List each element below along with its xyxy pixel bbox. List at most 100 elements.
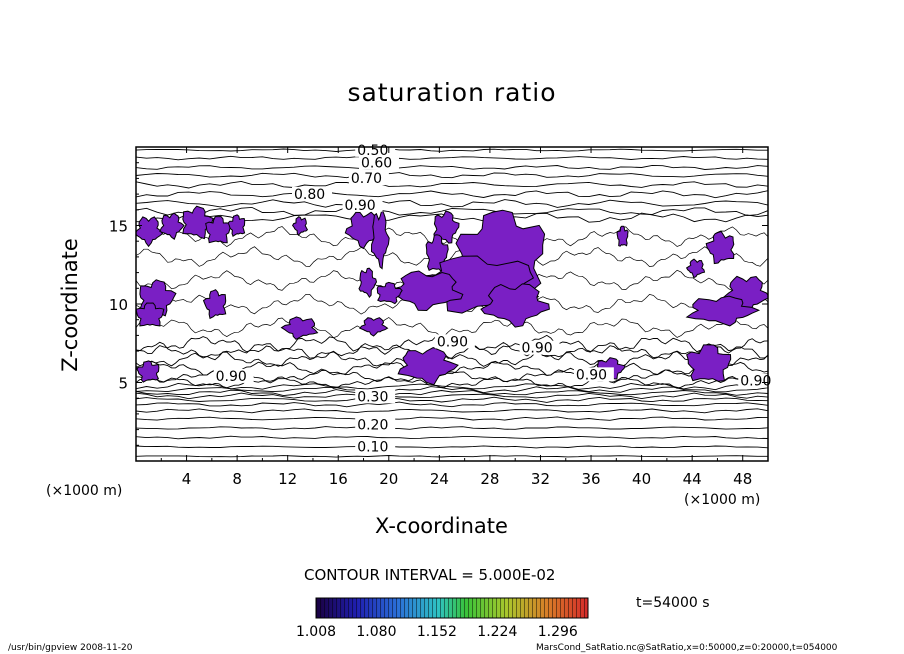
contour-line bbox=[136, 351, 768, 367]
colorbar-tick-label: 1.080 bbox=[356, 624, 396, 640]
supersaturated-region bbox=[616, 225, 629, 247]
contour-line bbox=[136, 180, 768, 189]
colorbar: 1.008 1.080 1.152 1.224 1.296 bbox=[296, 597, 589, 640]
contour-line bbox=[136, 190, 768, 199]
x-tick-label: 12 bbox=[278, 470, 297, 488]
contour-line bbox=[136, 445, 768, 449]
y-axis-unit: (×1000 m) bbox=[684, 492, 761, 508]
contour-label: 0.90 bbox=[522, 341, 553, 357]
contour-label-backdrop bbox=[213, 368, 254, 383]
contour-label-backdrop bbox=[342, 197, 383, 212]
contour-label-backdrop bbox=[519, 340, 560, 355]
supersaturated-region bbox=[227, 214, 246, 237]
contour-label-backdrop bbox=[348, 171, 389, 186]
supersaturated-region bbox=[358, 317, 389, 337]
contour-line bbox=[136, 386, 768, 394]
supersaturated-region bbox=[202, 289, 227, 320]
contour-line bbox=[136, 172, 768, 179]
footer-command: /usr/bin/gpview 2008-11-20 bbox=[8, 643, 133, 653]
contour-label: 0.90 bbox=[437, 334, 468, 350]
y-tick-label: 15 bbox=[109, 218, 128, 236]
contour-line bbox=[136, 199, 768, 208]
y-axis: 5 10 15 bbox=[109, 162, 768, 446]
x-tick-label: 40 bbox=[632, 470, 651, 488]
contour-line bbox=[136, 341, 768, 361]
contour-line bbox=[136, 316, 768, 339]
contour-line bbox=[136, 206, 768, 217]
y-axis-label: Z-coordinate bbox=[58, 238, 82, 372]
contour-label-backdrop bbox=[355, 417, 396, 432]
supersaturated-region bbox=[370, 208, 390, 270]
supersaturated-region bbox=[136, 360, 160, 383]
contour-line bbox=[136, 408, 768, 414]
contour-line bbox=[136, 392, 768, 400]
contour-line bbox=[136, 155, 768, 161]
x-tick-label: 16 bbox=[329, 470, 348, 488]
contour-label: 0.60 bbox=[361, 155, 392, 171]
y-tick-label: 10 bbox=[109, 296, 128, 314]
contour-label: 0.90 bbox=[576, 367, 607, 383]
contour-label-backdrop bbox=[292, 186, 332, 201]
contour-label-backdrop bbox=[573, 367, 614, 382]
supersaturated-region bbox=[136, 302, 165, 327]
contour-label: 0.90 bbox=[740, 374, 771, 390]
x-tick-label: 20 bbox=[379, 470, 398, 488]
contour-line bbox=[136, 396, 768, 403]
x-tick-label: 48 bbox=[733, 470, 752, 488]
chart-title: saturation ratio bbox=[347, 78, 557, 107]
contour-label: 0.80 bbox=[294, 187, 325, 203]
supersaturated-region bbox=[182, 205, 214, 240]
x-tick-label: 28 bbox=[480, 470, 499, 488]
colorbar-tick-label: 1.296 bbox=[538, 624, 578, 640]
supersaturated-region bbox=[376, 281, 403, 305]
supersaturated-region bbox=[686, 344, 732, 382]
contour-line bbox=[136, 426, 768, 430]
contour-line bbox=[136, 148, 768, 152]
x-axis-label: X-coordinate bbox=[375, 514, 508, 538]
colorbar-stripes bbox=[316, 598, 588, 618]
supersaturated-region bbox=[480, 283, 550, 328]
supersaturated-region bbox=[291, 216, 309, 237]
colorbar-frame bbox=[315, 597, 589, 619]
contour-label-backdrop bbox=[434, 334, 475, 349]
x-tick-label: 4 bbox=[182, 470, 192, 488]
contour-line bbox=[136, 455, 768, 458]
footer-source: MarsCond_SatRatio.nc@SatRatio,x=0:50000,… bbox=[536, 643, 838, 653]
colorbar-ticks: 1.008 1.080 1.152 1.224 1.296 bbox=[296, 624, 578, 640]
x-tick-label: 32 bbox=[531, 470, 550, 488]
supersaturated-region bbox=[685, 295, 761, 327]
supersaturated-region bbox=[205, 215, 232, 244]
contour-label: 0.90 bbox=[345, 198, 376, 214]
contour-line bbox=[136, 416, 768, 421]
contour-label: 0.10 bbox=[357, 440, 388, 456]
contour-label: 0.20 bbox=[357, 418, 388, 434]
contour-label: 0.30 bbox=[357, 389, 388, 405]
supersaturated-region bbox=[358, 267, 378, 299]
supersaturated-region bbox=[705, 230, 735, 265]
contour-label: 0.70 bbox=[351, 171, 382, 187]
contour-line bbox=[136, 382, 768, 391]
contour-lines bbox=[136, 148, 768, 458]
colorbar-tick-label: 1.224 bbox=[477, 624, 517, 640]
colorbar-tick-label: 1.008 bbox=[296, 624, 336, 640]
contour-line bbox=[136, 389, 768, 397]
contour-label-backdrop bbox=[358, 155, 399, 170]
time-label: t=54000 s bbox=[636, 595, 710, 611]
supersaturated-region bbox=[433, 210, 460, 244]
contour-line bbox=[136, 401, 768, 408]
contour-label: 0.90 bbox=[216, 369, 247, 385]
supersaturated-region bbox=[685, 258, 706, 279]
x-axis: 4 8 12 16 20 24 28 32 36 40 44 48 bbox=[160, 147, 752, 488]
supersaturated-region bbox=[722, 275, 768, 314]
x-tick-label: 24 bbox=[430, 470, 449, 488]
contour-interval-label: CONTOUR INTERVAL = 5.000E-02 bbox=[304, 566, 556, 584]
colorbar-tick-label: 1.152 bbox=[417, 624, 457, 640]
contour-value-labels: 0.500.600.700.800.900.90 0.900.90 0.90 0.90… bbox=[213, 142, 779, 456]
x-tick-label: 36 bbox=[581, 470, 600, 488]
x-tick-label: 8 bbox=[232, 470, 242, 488]
contour-label-backdrop bbox=[355, 439, 396, 454]
x-tick-label: 44 bbox=[683, 470, 702, 488]
contour-label-backdrop bbox=[355, 389, 396, 404]
supersaturated-region bbox=[344, 211, 383, 250]
